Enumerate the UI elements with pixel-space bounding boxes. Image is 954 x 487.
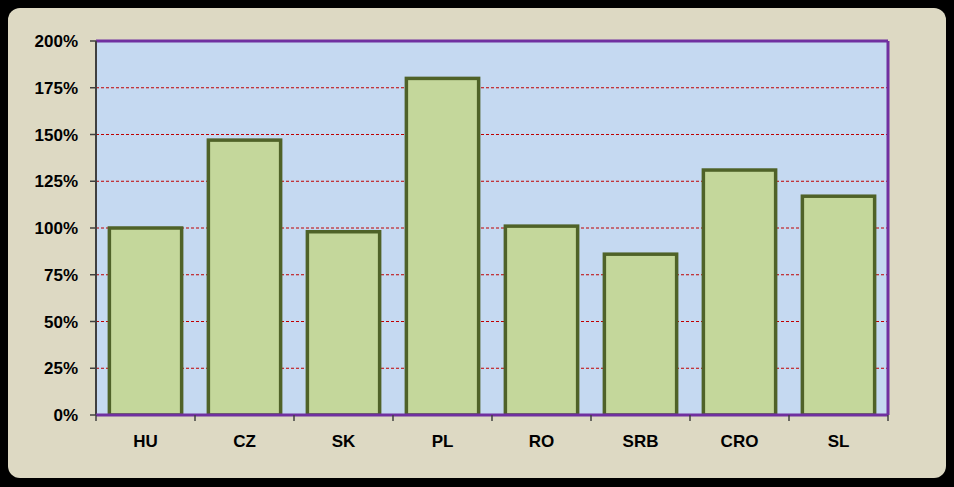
x-tick-label: SL <box>828 432 850 451</box>
grid-line <box>96 134 888 135</box>
x-tick-label: SK <box>332 432 356 451</box>
y-tick-label: 100% <box>35 219 78 238</box>
bar <box>109 228 181 415</box>
y-axis <box>95 41 97 415</box>
x-tick <box>887 415 889 421</box>
y-tick-label: 150% <box>35 126 78 145</box>
y-tick-label: 175% <box>35 79 78 98</box>
bar <box>703 170 775 415</box>
plot-bg <box>96 41 888 415</box>
chart-wrap: 0% 25% 50% 75% 100% 125% 150% 175% 200% HU CZ SK PL R… <box>0 0 954 487</box>
bars <box>109 78 874 415</box>
y-tick-label: 0% <box>53 406 78 425</box>
chart: 0% 25% 50% 75% 100% 125% 150% 175% 200% HU CZ SK PL R… <box>0 0 954 487</box>
x-tick-label: CRO <box>721 432 759 451</box>
x-tick <box>194 415 196 421</box>
y-tick-label: 25% <box>44 359 78 378</box>
x-tick <box>293 415 295 421</box>
bar <box>307 232 379 415</box>
y-tick-label: 125% <box>35 172 78 191</box>
plot-border <box>96 40 888 43</box>
x-tick-label: PL <box>432 432 454 451</box>
x-tick-label: RO <box>529 432 555 451</box>
x-tick <box>95 415 97 421</box>
outer-bg <box>0 0 954 487</box>
x-tick-label: CZ <box>233 432 256 451</box>
bar <box>802 196 874 415</box>
chart-bg <box>8 8 946 478</box>
grid-line <box>96 87 888 88</box>
bar <box>406 78 478 415</box>
x-tick-label: HU <box>133 432 158 451</box>
x-tick <box>392 415 394 421</box>
x-tick <box>590 415 592 421</box>
bar <box>604 254 676 415</box>
y-tick-label: 50% <box>44 313 78 332</box>
bar <box>208 140 280 415</box>
y-tick-label: 75% <box>44 266 78 285</box>
plot-border <box>887 41 890 415</box>
x-tick <box>689 415 691 421</box>
x-tick-label: SRB <box>623 432 659 451</box>
y-tick-label: 200% <box>35 32 78 51</box>
x-tick <box>491 415 493 421</box>
bar <box>505 226 577 415</box>
x-tick <box>788 415 790 421</box>
